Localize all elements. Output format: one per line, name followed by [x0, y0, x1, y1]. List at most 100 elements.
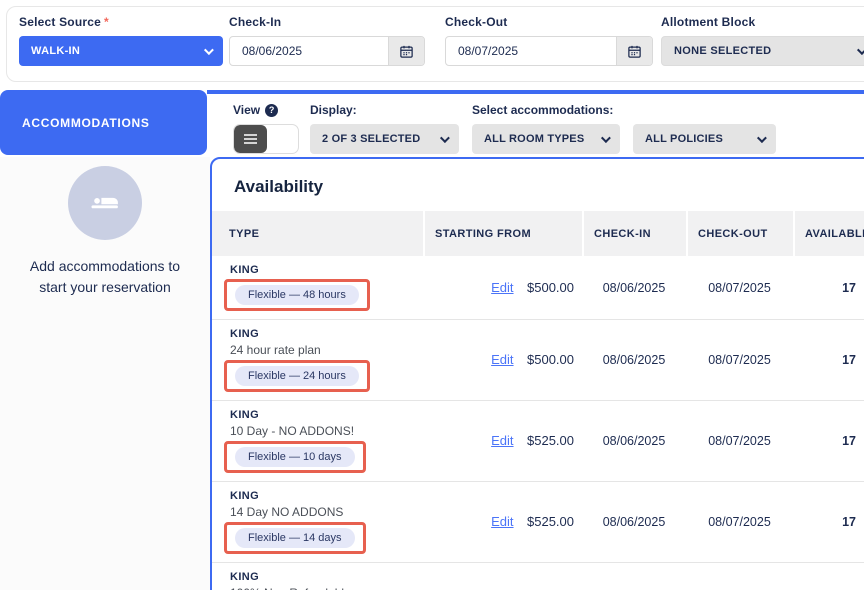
- starting-from-cell: Edit $500.00: [423, 279, 582, 297]
- availability-rows: KING Flexible — 48 hours Edit $500.00 08…: [212, 256, 864, 590]
- check-out-cell: 08/07/2025: [708, 353, 771, 367]
- check-in-cell: 08/06/2025: [602, 515, 666, 529]
- table-row[interactable]: KING 10 Day - NO ADDONS! Flexible — 10 d…: [212, 401, 864, 482]
- calendar-icon: [628, 45, 641, 58]
- price: $500.00: [527, 352, 574, 367]
- table-row[interactable]: KING Flexible — 48 hours Edit $500.00 08…: [212, 256, 864, 320]
- select-source-label: Select Source *: [19, 15, 223, 29]
- availability-panel: Availability TYPE STARTING FROM CHECK-IN…: [210, 157, 864, 590]
- availability-table-header: TYPE STARTING FROM CHECK-IN CHECK-OUT AV…: [212, 211, 864, 256]
- starting-from-cell: Edit $500.00: [423, 351, 582, 369]
- check-out-label: Check-Out: [445, 15, 508, 29]
- policy-highlight-box: Flexible — 14 days: [224, 522, 366, 554]
- check-out-cell: 08/07/2025: [708, 515, 771, 529]
- starting-from-cell: Edit $525.00: [423, 513, 582, 531]
- starting-from-cell: Edit $525.00: [423, 432, 582, 450]
- room-type: KING: [230, 490, 260, 502]
- policy-badge: Flexible — 24 hours: [235, 366, 359, 386]
- price: $525.00: [527, 514, 574, 529]
- chevron-down-icon: [856, 44, 864, 55]
- required-asterisk: *: [103, 15, 109, 29]
- check-out-cell: 08/07/2025: [708, 280, 771, 295]
- list-view-icon: [244, 132, 257, 146]
- select-source-label-text: Select Source: [19, 15, 101, 29]
- bed-icon: [91, 197, 118, 209]
- chevron-down-icon: [600, 132, 611, 143]
- check-in-calendar-button[interactable]: [388, 37, 424, 65]
- rate-plan-name: 10 Day - NO ADDONS!: [230, 424, 355, 438]
- price: $525.00: [527, 433, 574, 448]
- table-row[interactable]: KING 14 Day NO ADDONS Flexible — 14 days…: [212, 482, 864, 563]
- column-type: TYPE: [229, 227, 260, 240]
- toolbar: View ? Display: 2 OF 3 SELECTED Select a…: [207, 90, 864, 155]
- allotment-block-value: NONE SELECTED: [674, 45, 772, 57]
- empty-state-text: Add accommodations to start your reserva…: [29, 258, 181, 295]
- display-group: Display: 2 OF 3 SELECTED: [310, 101, 459, 154]
- room-type: KING: [230, 328, 260, 340]
- room-type: KING: [230, 264, 260, 276]
- policy-badge: Flexible — 10 days: [235, 447, 355, 467]
- edit-link[interactable]: Edit: [491, 514, 514, 529]
- view-group: View ?: [233, 101, 299, 154]
- select-source-field: Select Source * WALK-IN: [19, 15, 223, 66]
- type-cell: KING 10 Day - NO ADDONS! Flexible — 10 d…: [212, 405, 423, 477]
- edit-link[interactable]: Edit: [491, 279, 514, 295]
- check-out-calendar-button[interactable]: [616, 37, 652, 65]
- check-out-input[interactable]: [446, 37, 616, 65]
- allotment-block-field: Allotment Block NONE SELECTED: [661, 15, 864, 66]
- allotment-block-dropdown[interactable]: NONE SELECTED: [661, 36, 864, 66]
- select-source-value: WALK-IN: [31, 45, 81, 57]
- policy-highlight-box: Flexible — 10 days: [224, 441, 366, 473]
- type-cell: KING 24 hour rate plan Flexible — 24 hou…: [212, 324, 423, 396]
- type-cell: KING Flexible — 48 hours: [212, 260, 423, 315]
- available-count: 17: [842, 434, 856, 448]
- edit-link[interactable]: Edit: [491, 352, 514, 367]
- room-type: KING: [230, 571, 260, 583]
- select-source-dropdown[interactable]: WALK-IN: [19, 36, 223, 66]
- accommodations-sidebar: Add accommodations to start your reserva…: [0, 157, 210, 590]
- help-icon[interactable]: ?: [265, 103, 279, 117]
- check-in-input[interactable]: [230, 37, 388, 65]
- type-cell: KING 14 Day NO ADDONS Flexible — 14 days: [212, 486, 423, 558]
- rate-plan-name: 100% Non Refundable: [230, 586, 351, 590]
- policies-dropdown[interactable]: ALL POLICIES: [633, 124, 776, 154]
- select-accommodations-group: Select accommodations: ALL ROOM TYPES AL…: [472, 101, 776, 154]
- chevron-down-icon: [203, 44, 214, 55]
- check-in-cell: 08/06/2025: [602, 280, 666, 295]
- allotment-block-label: Allotment Block: [661, 15, 756, 29]
- check-out-field: Check-Out: [445, 15, 653, 66]
- calendar-icon: [400, 45, 413, 58]
- tab-accommodations[interactable]: ACCOMMODATIONS: [0, 90, 207, 155]
- column-starting-from: STARTING FROM: [423, 211, 582, 256]
- chevron-down-icon: [439, 132, 450, 143]
- tab-bar: ACCOMMODATIONS View ? Display: 2 OF 3 SE…: [0, 90, 864, 155]
- price: $500.00: [527, 279, 574, 295]
- check-in-label: Check-In: [229, 15, 282, 29]
- bed-icon-circle: [68, 166, 142, 240]
- column-available: AVAILABLE: [793, 211, 864, 256]
- rate-plan-name: 24 hour rate plan: [230, 343, 321, 357]
- room-types-value: ALL ROOM TYPES: [484, 133, 585, 145]
- room-types-dropdown[interactable]: ALL ROOM TYPES: [472, 124, 620, 154]
- available-count: 17: [842, 280, 856, 295]
- check-in-cell: 08/06/2025: [602, 434, 666, 448]
- edit-link[interactable]: Edit: [491, 433, 514, 448]
- chevron-down-icon: [756, 132, 767, 143]
- table-row[interactable]: KING 24 hour rate plan Flexible — 24 hou…: [212, 320, 864, 401]
- table-row[interactable]: KING 100% Non Refundable Strict 100% non…: [212, 563, 864, 590]
- available-count: 17: [842, 515, 856, 529]
- view-label: View: [233, 103, 261, 117]
- column-check-out: CHECK-OUT: [686, 211, 793, 256]
- rate-plan-name: 14 Day NO ADDONS: [230, 505, 344, 519]
- display-dropdown[interactable]: 2 OF 3 SELECTED: [310, 124, 459, 154]
- select-accommodations-label: Select accommodations:: [472, 103, 614, 117]
- policy-badge: Flexible — 48 hours: [235, 285, 359, 305]
- display-value: 2 OF 3 SELECTED: [322, 133, 421, 145]
- check-out-cell: 08/07/2025: [708, 434, 771, 448]
- policy-highlight-box: Flexible — 24 hours: [224, 360, 370, 392]
- view-toggle[interactable]: [233, 124, 299, 154]
- reservation-form-card: Select Source* WALK-IN Check-In Check-Ou…: [6, 6, 864, 82]
- policy-badge: Flexible — 14 days: [235, 528, 355, 548]
- room-type: KING: [230, 409, 260, 421]
- policies-value: ALL POLICIES: [645, 133, 723, 145]
